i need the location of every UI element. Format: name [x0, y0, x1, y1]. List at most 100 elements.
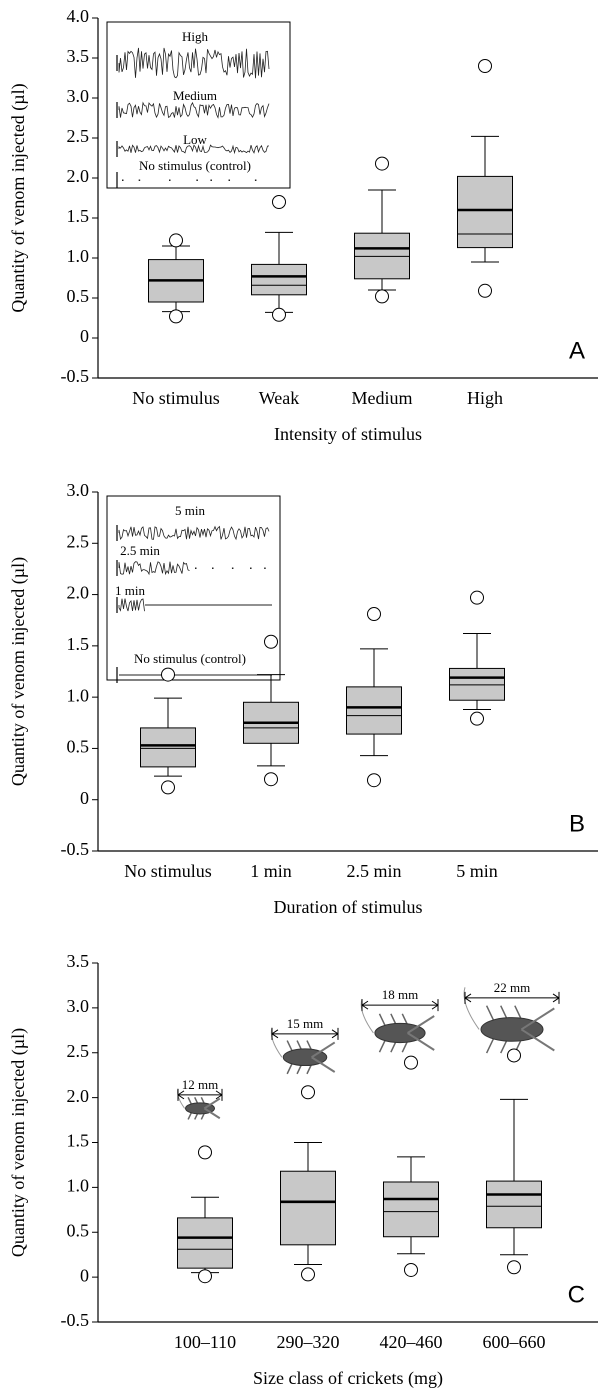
dimension-arrow: [271, 1027, 339, 1040]
panel-letter: A: [569, 337, 585, 364]
inset-label: Low: [183, 132, 207, 147]
trace-dot: [212, 567, 214, 569]
trace-dot: [196, 179, 198, 181]
trace: [118, 47, 270, 79]
y-tick-label: 0.5: [67, 737, 90, 757]
trace-dot: [250, 567, 252, 569]
box: [486, 1180, 542, 1229]
inset-label: No stimulus (control): [139, 158, 251, 173]
x-tick-label: 5 min: [456, 861, 498, 881]
outlier: [198, 1145, 212, 1160]
y-tick-label: 3.5: [67, 46, 90, 66]
trace-dot: [228, 179, 231, 181]
box: [177, 1217, 233, 1269]
outlier: [470, 711, 484, 726]
x-tick-label: 2.5 min: [346, 861, 401, 881]
trace-dot: [210, 179, 212, 181]
outlier: [161, 780, 175, 795]
x-tick-label: 420–460: [380, 1332, 443, 1352]
y-tick-label: 3.0: [67, 480, 90, 500]
x-tick-label: 1 min: [250, 861, 292, 881]
dimension-arrow: [464, 991, 560, 1004]
box: [251, 263, 307, 296]
panel-letter: C: [568, 1281, 585, 1308]
y-tick-label: 0.5: [67, 286, 90, 306]
inset-label: Medium: [173, 88, 217, 103]
outlier: [272, 195, 286, 209]
dimension-arrow: [177, 1088, 223, 1101]
cricket-hindleg: [520, 1007, 555, 1052]
y-tick-label: 0.5: [67, 1220, 90, 1240]
y-tick-label: 1.5: [67, 206, 90, 226]
box: [383, 1181, 439, 1238]
x-tick-label: 100–110: [174, 1332, 236, 1352]
trace: [118, 561, 190, 576]
box: [449, 667, 505, 701]
x-tick-label: No stimulus: [132, 388, 220, 408]
outlier: [375, 289, 389, 304]
inset-label: 2.5 min: [120, 543, 160, 558]
trace: [118, 144, 270, 155]
box: [280, 1170, 336, 1246]
size-label: 18 mm: [382, 987, 418, 1002]
y-axis-label: Quantity of venom injected (µl): [8, 557, 29, 786]
cricket-body: [374, 1022, 426, 1044]
outlier: [264, 634, 278, 649]
y-tick-label: 2.0: [67, 583, 90, 603]
trace-dot: [138, 179, 141, 181]
x-tick-label: 600–660: [483, 1332, 546, 1352]
size-label: 15 mm: [287, 1016, 323, 1031]
inset-label: 5 min: [175, 503, 205, 518]
trace: [118, 598, 145, 612]
y-tick-label: 0: [80, 1265, 89, 1285]
y-tick-label: 0: [80, 788, 89, 808]
box: [346, 686, 402, 735]
outlier: [169, 309, 183, 324]
x-tick-label: 290–320: [277, 1332, 340, 1352]
dimension-arrow: [361, 999, 439, 1012]
inset-label: 1 min: [115, 583, 145, 598]
trace-dot: [169, 179, 171, 181]
y-tick-label: 0: [80, 326, 89, 346]
outlier: [367, 773, 381, 788]
trace-dot: [122, 179, 124, 181]
outlier: [404, 1055, 418, 1070]
y-tick-label: -0.5: [61, 1310, 90, 1330]
inset: [106, 21, 291, 189]
x-tick-label: High: [467, 388, 503, 408]
y-tick-label: 2.5: [67, 1041, 90, 1061]
outlier: [478, 59, 492, 73]
inset-label: No stimulus (control): [134, 651, 246, 666]
outlier: [161, 667, 175, 682]
outlier: [404, 1262, 418, 1277]
box: [140, 727, 196, 768]
y-tick-label: 3.5: [67, 951, 90, 971]
y-axis-label: Quantity of venom injected (µl): [8, 83, 29, 312]
outlier: [301, 1085, 315, 1100]
x-axis-label: Size class of crickets (mg): [253, 1368, 443, 1389]
y-tick-label: 2.5: [67, 126, 90, 146]
x-axis-label: Intensity of stimulus: [274, 424, 422, 444]
trace: [118, 525, 270, 541]
trace: [118, 101, 270, 119]
outlier: [198, 1269, 212, 1284]
cricket-hindleg: [203, 1097, 221, 1120]
box: [457, 175, 513, 249]
cricket-body: [480, 1017, 544, 1042]
x-axis-label: Duration of stimulus: [274, 897, 423, 917]
panel-letter: B: [569, 810, 585, 837]
y-tick-label: 1.0: [67, 685, 90, 705]
x-tick-label: Weak: [259, 388, 300, 408]
cricket-antenna: [463, 987, 480, 1030]
trace-dot: [264, 567, 266, 569]
y-tick-label: 1.0: [67, 1176, 90, 1196]
outlier: [507, 1260, 521, 1275]
outlier: [478, 283, 492, 298]
inset-label: High: [182, 29, 209, 44]
outlier: [470, 590, 484, 605]
trace-dot: [231, 567, 234, 569]
y-tick-label: 3.0: [67, 996, 90, 1016]
y-tick-label: 2.0: [67, 1086, 90, 1106]
outlier: [264, 772, 278, 787]
